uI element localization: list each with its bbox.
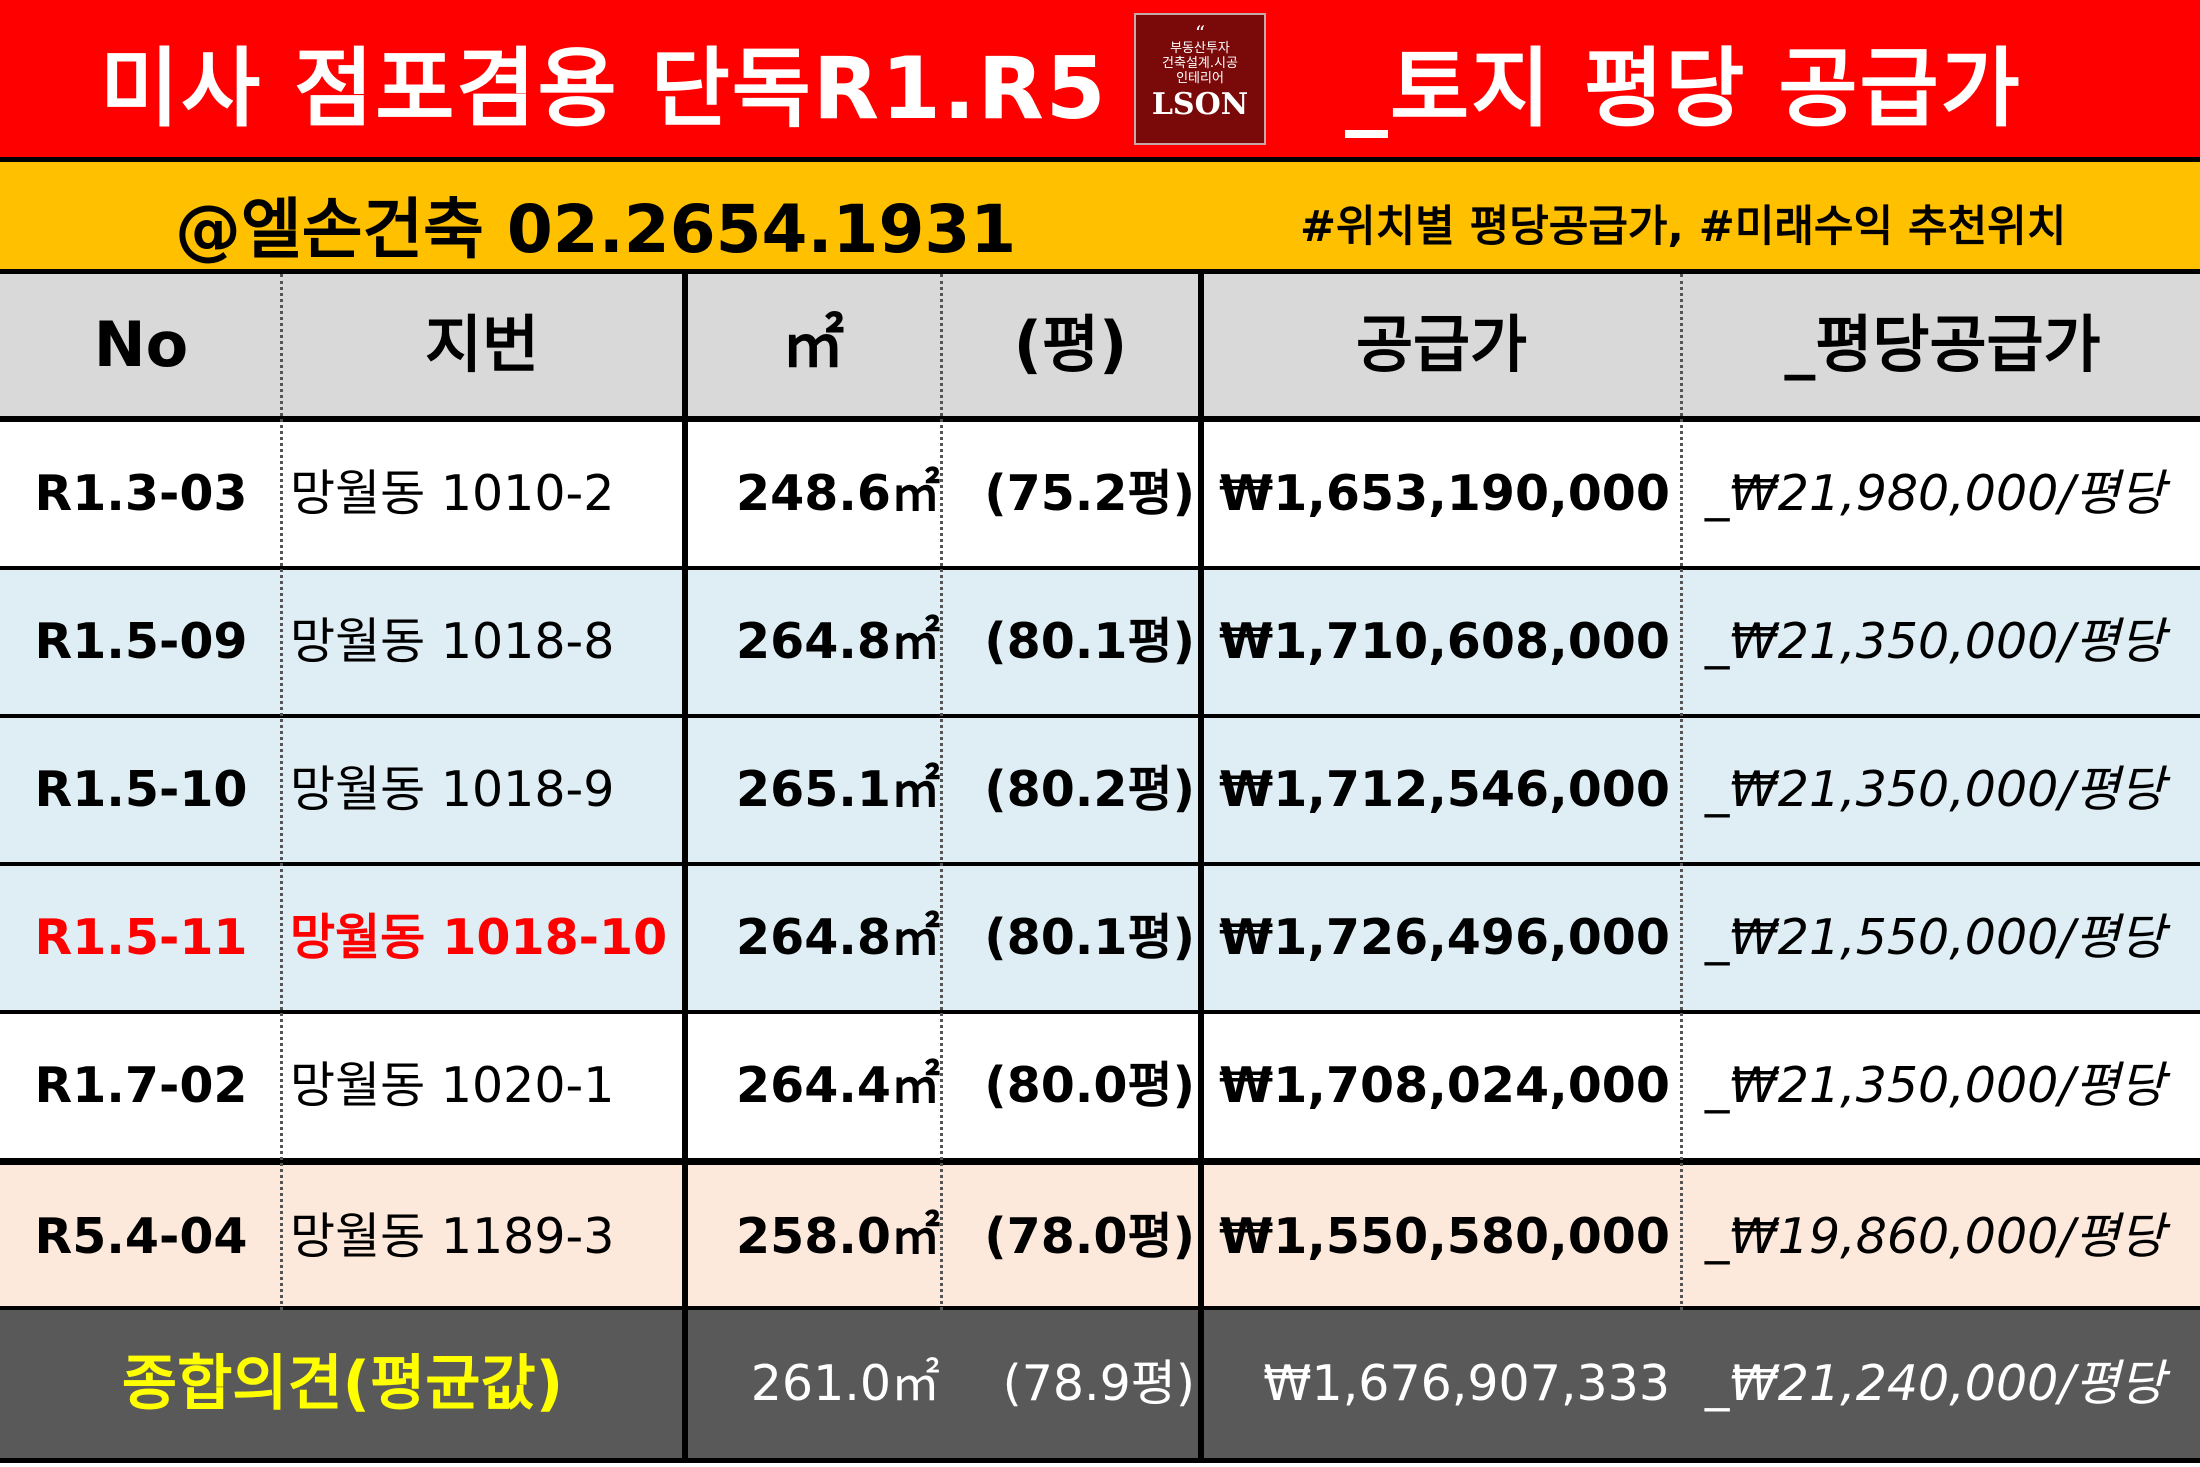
cell-pyeong: (80.1평)	[984, 909, 1195, 966]
cell-unit-price: _₩21,350,000/평당	[1704, 1057, 2165, 1114]
table-row-highlighted: R1.5-11 망월동 1018-10 264.8㎡ (80.1평) ₩1,72…	[0, 866, 2200, 1014]
table-row: R5.4-04 망월동 1189-3 258.0㎡ (78.0평) ₩1,550…	[0, 1162, 2200, 1310]
cell-no: R1.5-10	[34, 761, 248, 818]
cell-m2: 248.6㎡	[736, 465, 940, 522]
header-jibeon: 지번	[424, 308, 540, 381]
cell-jibeon: 망월동 1189-3	[290, 1208, 615, 1265]
header-no: No	[93, 308, 189, 381]
table-row: R1.5-10 망월동 1018-9 265.1㎡ (80.2평) ₩1,712…	[0, 718, 2200, 866]
cell-price: ₩1,712,546,000	[1219, 761, 1670, 818]
contact-info: @엘손건축 02.2654.1931	[175, 191, 1017, 268]
table-row: R1.5-09 망월동 1018-8 264.8㎡ (80.1평) ₩1,710…	[0, 570, 2200, 718]
cell-jibeon: 망월동 1018-9	[290, 761, 615, 818]
cell-unit-price: _₩19,860,000/평당	[1704, 1208, 2165, 1265]
cell-m2: 264.8㎡	[736, 909, 940, 966]
page-title-right: _토지 평당 공급가	[1345, 39, 2022, 139]
cell-price: ₩1,710,608,000	[1219, 613, 1670, 670]
cell-pyeong: (78.0평)	[984, 1208, 1195, 1265]
cell-price: ₩1,550,580,000	[1219, 1208, 1670, 1265]
column-divider	[682, 274, 688, 1458]
summary-pyeong: (78.9평)	[1002, 1355, 1195, 1412]
cell-pyeong: (75.2평)	[984, 465, 1195, 522]
cell-no: R1.5-11	[34, 909, 248, 966]
table-row: R1.3-03 망월동 1010-2 248.6㎡ (75.2평) ₩1,653…	[0, 422, 2200, 570]
logo-brand: LSON	[1151, 87, 1249, 122]
cell-m2: 264.8㎡	[736, 613, 940, 670]
summary-row: 종합의견(평균값) 261.0㎡ (78.9평) ₩1,676,907,333 …	[0, 1310, 2200, 1458]
summary-price: ₩1,676,907,333	[1263, 1355, 1670, 1412]
summary-label: 종합의견(평균값)	[121, 1349, 564, 1419]
column-divider	[280, 274, 283, 1310]
table-row: R1.7-02 망월동 1020-1 264.4㎡ (80.0평) ₩1,708…	[0, 1014, 2200, 1162]
cell-no: R1.7-02	[34, 1057, 248, 1114]
cell-m2: 258.0㎡	[736, 1208, 940, 1265]
cell-m2: 264.4㎡	[736, 1057, 940, 1114]
page-title-left: 미사 점포겸용 단독R1.R5	[100, 39, 1108, 139]
column-divider	[1680, 274, 1683, 1310]
cell-pyeong: (80.1평)	[984, 613, 1195, 670]
cell-pyeong: (80.2평)	[984, 761, 1195, 818]
cell-price: ₩1,653,190,000	[1219, 465, 1670, 522]
cell-unit-price: _₩21,980,000/평당	[1704, 465, 2165, 522]
logo-line-1: 부동산투자	[1170, 41, 1230, 56]
column-divider	[1198, 274, 1204, 1458]
table-bottom-border	[0, 1458, 2200, 1463]
table-header: No 지번 ㎡ (평) 공급가 _평당공급가	[0, 274, 2200, 422]
title-bar: 미사 점포겸용 단독R1.R5 “ 부동산투자 건축설계.시공 인테리어 LSO…	[0, 0, 2200, 162]
subtitle-bar: @엘손건축 02.2654.1931 #위치별 평당공급가, #미래수익 추천위…	[0, 162, 2200, 274]
header-price: 공급가	[1355, 308, 1528, 381]
cell-m2: 265.1㎡	[736, 761, 940, 818]
lson-logo: “ 부동산투자 건축설계.시공 인테리어 LSON	[1134, 13, 1266, 145]
summary-m2: 261.0㎡	[750, 1355, 940, 1412]
cell-jibeon: 망월동 1018-8	[290, 613, 615, 670]
cell-jibeon: 망월동 1020-1	[290, 1057, 615, 1114]
logo-line-3: 인테리어	[1176, 71, 1224, 86]
summary-unit-price: _₩21,240,000/평당	[1704, 1355, 2165, 1412]
header-pyeong: (평)	[1013, 308, 1128, 381]
cell-jibeon: 망월동 1010-2	[290, 465, 615, 522]
column-divider	[940, 274, 943, 1310]
cell-price: ₩1,726,496,000	[1219, 909, 1670, 966]
cell-no: R1.5-09	[34, 613, 248, 670]
header-m2: ㎡	[781, 308, 844, 381]
cell-unit-price: _₩21,550,000/평당	[1704, 909, 2165, 966]
cell-no: R1.3-03	[34, 465, 248, 522]
cell-price: ₩1,708,024,000	[1219, 1057, 1670, 1114]
cell-jibeon: 망월동 1018-10	[290, 909, 668, 966]
logo-line-2: 건축설계.시공	[1162, 56, 1238, 71]
logo-quote-mark: “	[1194, 21, 1206, 45]
cell-unit-price: _₩21,350,000/평당	[1704, 761, 2165, 818]
cell-no: R5.4-04	[34, 1208, 248, 1265]
hashtags: #위치별 평당공급가, #미래수익 추천위치	[1300, 202, 2067, 252]
header-unit-price: _평당공급가	[1784, 308, 2101, 381]
cell-pyeong: (80.0평)	[984, 1057, 1195, 1114]
cell-unit-price: _₩21,350,000/평당	[1704, 613, 2165, 670]
